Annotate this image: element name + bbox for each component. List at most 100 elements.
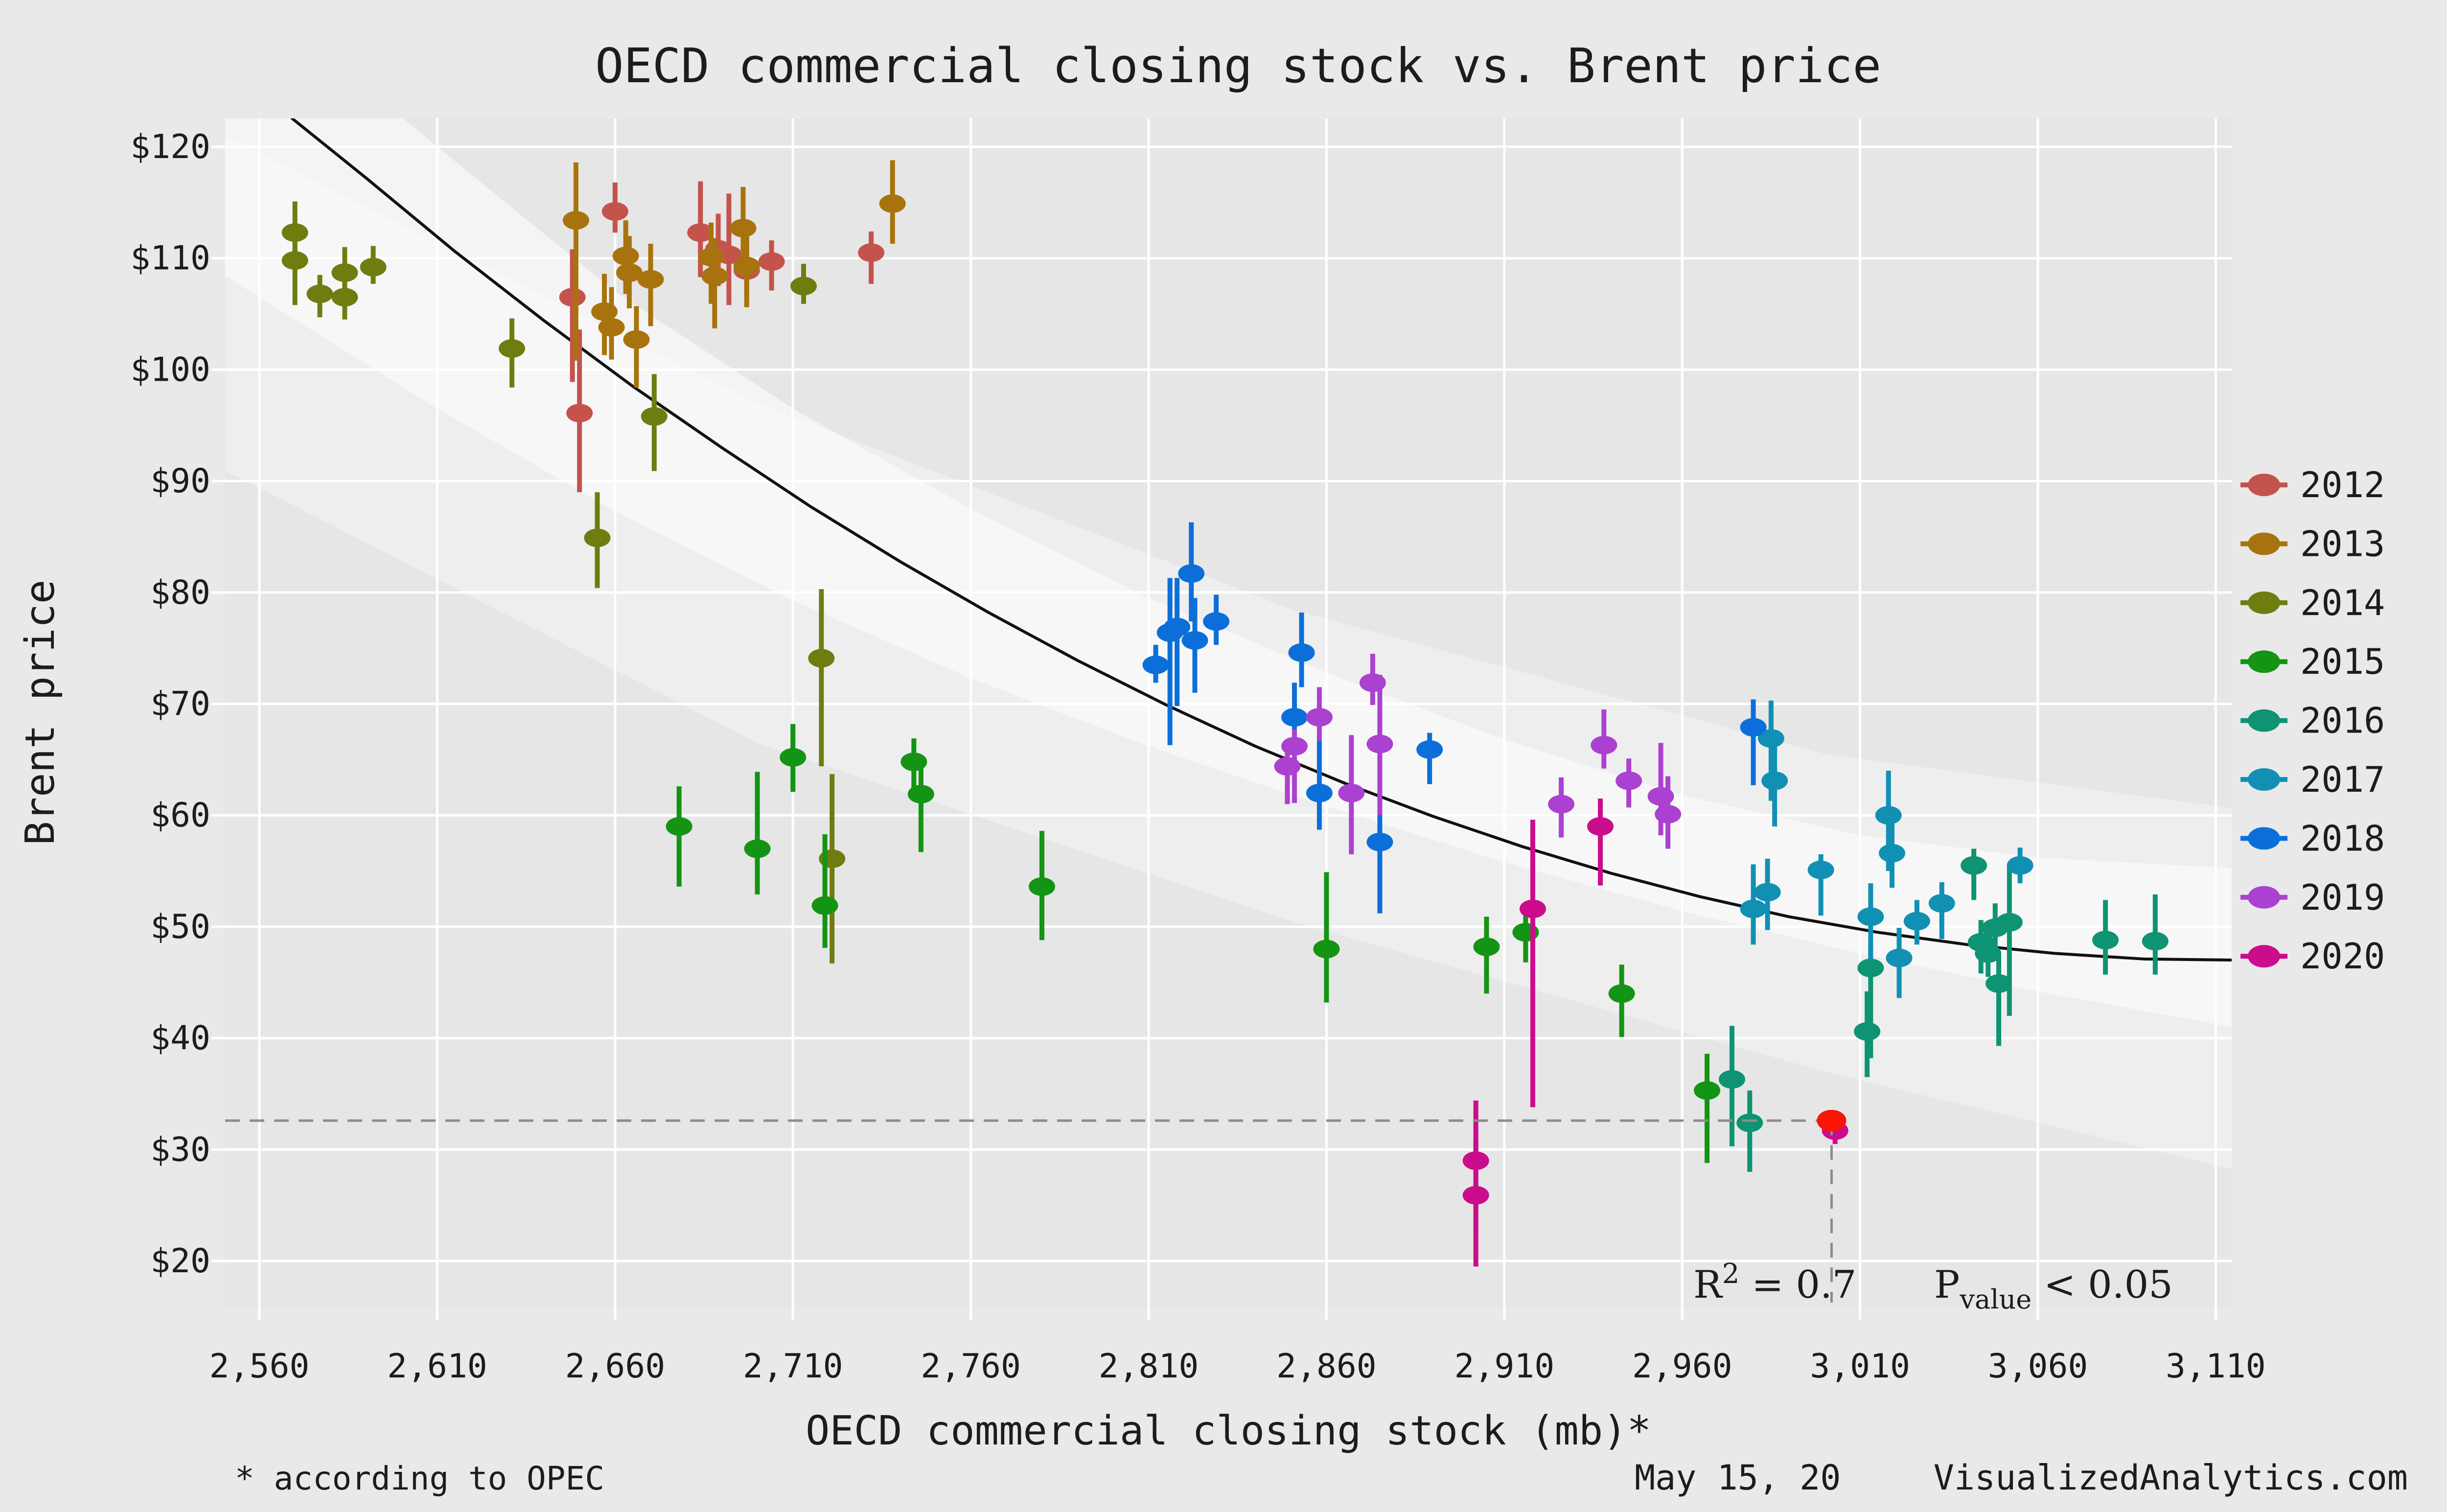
p-symbol: P (1934, 1263, 1960, 1307)
data-point (744, 839, 771, 858)
series-2016 (1718, 848, 2169, 1172)
data-point (641, 407, 668, 426)
y-tick-label: $70 (150, 685, 210, 724)
footer-site: VisualizedAnalytics.com (1934, 1458, 2408, 1498)
x-tick-label: 2,860 (1276, 1347, 1377, 1386)
legend-item-2013: 2013 (2240, 523, 2385, 564)
data-point (598, 318, 625, 337)
data-point (1886, 948, 1913, 967)
data-point (1306, 783, 1333, 802)
y-tick-label: $110 (130, 239, 210, 278)
data-point (1736, 1113, 1763, 1132)
legend-item-2014: 2014 (2240, 582, 2385, 623)
data-point (1757, 729, 1784, 748)
data-point (701, 267, 728, 286)
p-value-text: < 0.05 (2031, 1263, 2173, 1307)
legend-label: 2017 (2300, 759, 2385, 800)
data-point (1306, 708, 1333, 727)
series-2014 (281, 201, 846, 964)
data-point (1857, 959, 1884, 978)
p-value-annotation: Pvalue < 0.05 (1934, 1263, 2173, 1315)
data-point (2007, 856, 2033, 875)
data-point (637, 270, 664, 289)
data-point (1178, 564, 1205, 583)
legend-label: 2015 (2300, 641, 2385, 682)
data-point (601, 202, 628, 221)
data-point (1142, 655, 1169, 674)
data-point (1854, 1022, 1881, 1041)
y-tick-label: $80 (150, 573, 210, 612)
footnote: * according to OPEC (235, 1460, 604, 1497)
data-point (1875, 806, 1902, 825)
data-point (331, 263, 358, 282)
data-point (698, 248, 725, 267)
data-point (559, 288, 586, 307)
y-tick-label: $120 (130, 128, 210, 166)
legend-item-2020: 2020 (2240, 936, 2385, 977)
x-tick-label: 3,060 (1988, 1347, 2088, 1386)
data-point (879, 194, 906, 213)
data-point (1288, 643, 1315, 662)
data-point (1181, 631, 1208, 650)
data-point (1519, 899, 1546, 918)
data-point (1857, 907, 1884, 926)
data-point (1985, 974, 2012, 993)
data-point (1807, 860, 1834, 879)
x-tick-label: 2,660 (565, 1347, 665, 1386)
data-point (566, 404, 593, 423)
data-point (623, 330, 650, 349)
highlight-group (225, 1110, 1847, 1303)
highlight-point (1817, 1110, 1847, 1132)
data-point (616, 263, 643, 282)
legend-label: 2018 (2300, 818, 2385, 859)
y-axis-title: Brent price (17, 579, 64, 845)
data-point (1281, 737, 1308, 756)
trend-line (290, 118, 2232, 962)
data-point (1366, 734, 1393, 754)
x-tick-label: 3,110 (2166, 1347, 2266, 1386)
legend-marker-icon (2248, 591, 2280, 614)
data-point (907, 784, 934, 803)
data-point (758, 252, 785, 271)
legend-marker-icon (2248, 768, 2280, 791)
x-tick-label: 2,960 (1632, 1347, 1732, 1386)
legend-item-2019: 2019 (2240, 877, 2385, 918)
legend-item-2016: 2016 (2240, 700, 2385, 741)
y-tick-label: $60 (150, 796, 210, 835)
data-point (1754, 883, 1781, 902)
axis-ticks: 2,560 2,610 2,660 2,710 2,760 2,810 2,860 2,910… (130, 128, 2266, 1386)
data-point (1879, 844, 1906, 863)
data-point (306, 284, 333, 303)
legend-item-2015: 2015 (2240, 641, 2385, 682)
x-tick-label: 2,560 (209, 1347, 310, 1386)
data-point (790, 276, 817, 296)
legend-marker-icon (2248, 945, 2280, 968)
legend-item-2017: 2017 (2240, 759, 2385, 800)
data-point (562, 211, 589, 230)
series-2018 (1142, 522, 1767, 914)
data-point (584, 528, 611, 548)
x-tick-label: 2,910 (1454, 1347, 1554, 1386)
data-point (780, 748, 807, 767)
data-point (499, 339, 526, 358)
data-point (666, 817, 693, 836)
data-point (1591, 735, 1617, 755)
data-point (612, 247, 639, 266)
chart-root: 2,560 2,610 2,660 2,710 2,760 2,810 2,860 2,910… (130, 118, 2385, 1386)
legend: 2012 2013 2014 2015 2016 2017 2018 2019 2020 (2240, 464, 2385, 977)
data-point (1740, 718, 1767, 737)
x-tick-label: 2,710 (743, 1347, 843, 1386)
y-tick-label: $50 (150, 908, 210, 946)
data-point (1203, 612, 1230, 631)
y-tick-label: $20 (150, 1242, 210, 1281)
data-point (2142, 932, 2169, 951)
data-point (858, 243, 885, 262)
y-tick-label: $100 (130, 350, 210, 389)
data-point (1740, 899, 1767, 918)
data-point (1961, 856, 1987, 875)
data-point (811, 896, 838, 915)
data-point (281, 251, 308, 270)
data-point (1587, 817, 1614, 836)
data-point (1164, 618, 1191, 637)
